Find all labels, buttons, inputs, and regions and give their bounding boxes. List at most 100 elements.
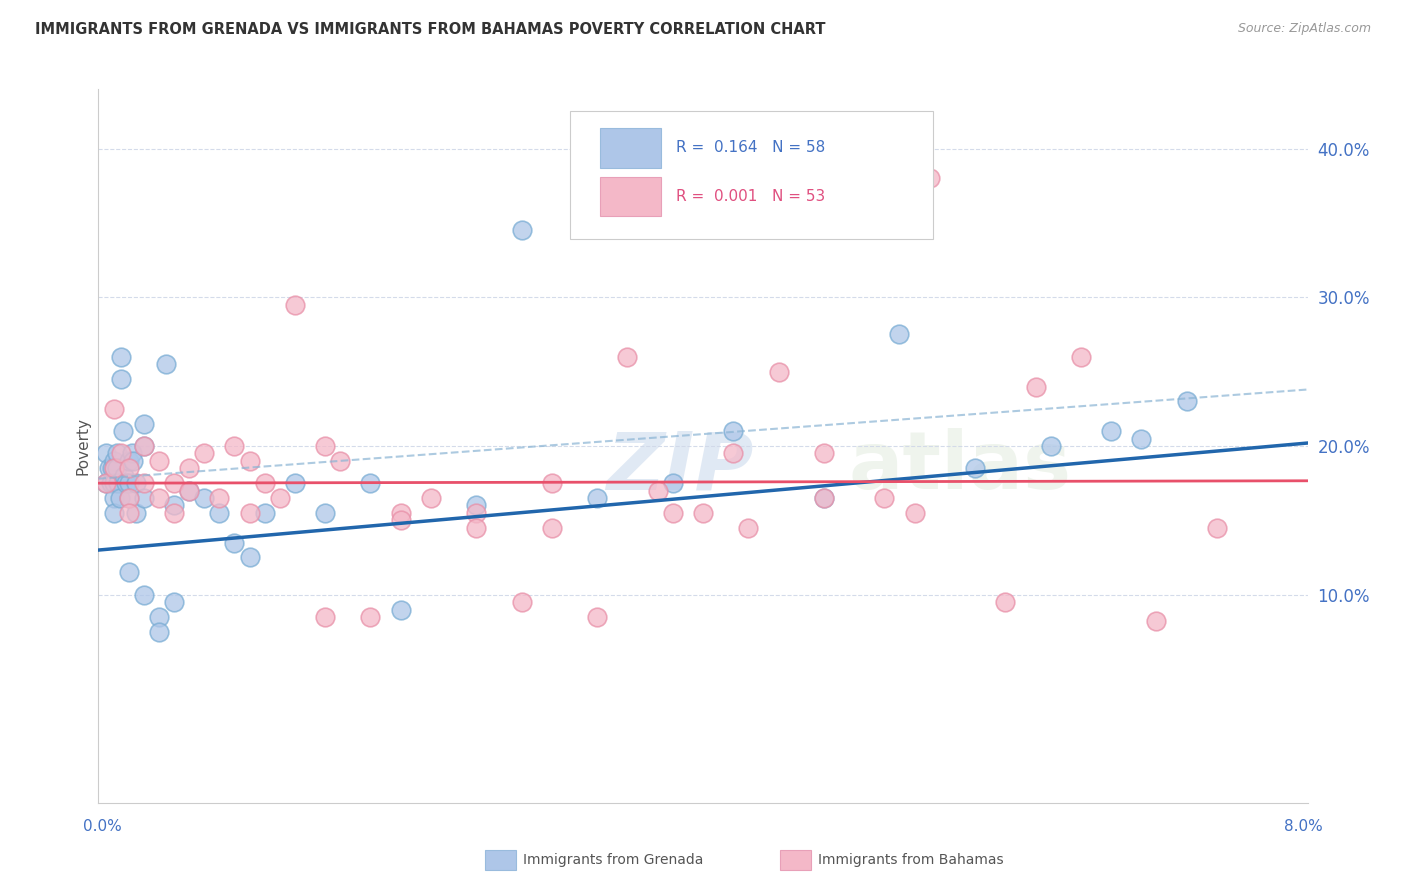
Point <box>108 491 131 505</box>
Point <box>586 610 609 624</box>
Point <box>329 454 352 468</box>
Point <box>253 506 276 520</box>
Point <box>813 446 835 460</box>
Point <box>132 417 155 431</box>
Point <box>586 491 609 505</box>
Point <box>100 476 122 491</box>
Point <box>208 491 231 505</box>
Point <box>616 350 638 364</box>
Text: Source: ZipAtlas.com: Source: ZipAtlas.com <box>1237 22 1371 36</box>
Point <box>1039 439 1062 453</box>
Point <box>118 454 141 468</box>
Point <box>132 588 155 602</box>
Bar <box>600 177 661 216</box>
Point <box>118 476 141 491</box>
Point <box>163 506 186 520</box>
Point <box>1099 424 1122 438</box>
Point <box>224 535 246 549</box>
Point <box>540 521 562 535</box>
Point <box>1175 394 1198 409</box>
Point <box>118 491 141 505</box>
Point <box>148 624 170 639</box>
Point <box>103 454 125 468</box>
Point <box>465 506 488 520</box>
Bar <box>600 128 661 168</box>
Point <box>208 506 231 520</box>
Point <box>103 401 125 416</box>
Point <box>873 491 896 505</box>
Text: atlas: atlas <box>848 428 1071 507</box>
Point <box>155 357 177 371</box>
Point <box>110 372 132 386</box>
Point <box>768 365 790 379</box>
Point <box>314 610 336 624</box>
Point <box>994 595 1017 609</box>
Point <box>163 595 186 609</box>
Point <box>132 476 155 491</box>
Point <box>103 491 125 505</box>
Point <box>94 446 117 460</box>
Point <box>918 171 941 186</box>
Point <box>179 483 201 498</box>
Point <box>110 350 132 364</box>
Text: Immigrants from Bahamas: Immigrants from Bahamas <box>818 853 1004 867</box>
Point <box>122 454 145 468</box>
Point <box>737 521 759 535</box>
Point <box>121 446 143 460</box>
Point <box>1205 521 1229 535</box>
Point <box>389 513 412 527</box>
Point <box>813 491 835 505</box>
Point <box>284 476 307 491</box>
Point <box>125 506 148 520</box>
Point <box>239 550 262 565</box>
Point <box>103 476 125 491</box>
Point <box>132 439 155 453</box>
Point <box>94 476 117 491</box>
Point <box>239 506 262 520</box>
Point <box>1024 379 1046 393</box>
Point <box>103 461 125 475</box>
Point <box>269 491 291 505</box>
Point <box>112 468 135 483</box>
Point <box>105 461 128 475</box>
Point <box>94 476 117 491</box>
Point <box>253 476 276 491</box>
Point <box>224 439 246 453</box>
Text: 8.0%: 8.0% <box>1284 820 1323 834</box>
Point <box>103 461 125 475</box>
Text: ZIP: ZIP <box>606 428 754 507</box>
Text: IMMIGRANTS FROM GRENADA VS IMMIGRANTS FROM BAHAMAS POVERTY CORRELATION CHART: IMMIGRANTS FROM GRENADA VS IMMIGRANTS FR… <box>35 22 825 37</box>
Text: R =  0.001   N = 53: R = 0.001 N = 53 <box>676 189 825 203</box>
Point <box>389 506 412 520</box>
Point <box>163 476 186 491</box>
Point <box>118 461 141 475</box>
Point <box>359 476 381 491</box>
Point <box>98 461 121 475</box>
Point <box>510 223 533 237</box>
Point <box>118 506 141 520</box>
Point <box>118 491 141 505</box>
Point <box>132 491 155 505</box>
Point <box>465 521 488 535</box>
Point <box>193 491 215 505</box>
Point <box>105 446 128 460</box>
Point <box>419 491 441 505</box>
Point <box>193 446 215 460</box>
Text: R =  0.164   N = 58: R = 0.164 N = 58 <box>676 140 825 155</box>
Point <box>132 439 155 453</box>
Point <box>148 491 170 505</box>
Point <box>284 298 307 312</box>
Point <box>125 476 148 491</box>
Point <box>179 461 201 475</box>
Point <box>179 483 201 498</box>
Point <box>314 506 336 520</box>
Point <box>723 446 745 460</box>
Point <box>359 610 381 624</box>
Y-axis label: Poverty: Poverty <box>75 417 90 475</box>
Text: 0.0%: 0.0% <box>83 820 122 834</box>
Point <box>163 499 186 513</box>
Point <box>114 476 136 491</box>
Point <box>1070 350 1092 364</box>
Point <box>903 506 925 520</box>
Point <box>889 327 911 342</box>
